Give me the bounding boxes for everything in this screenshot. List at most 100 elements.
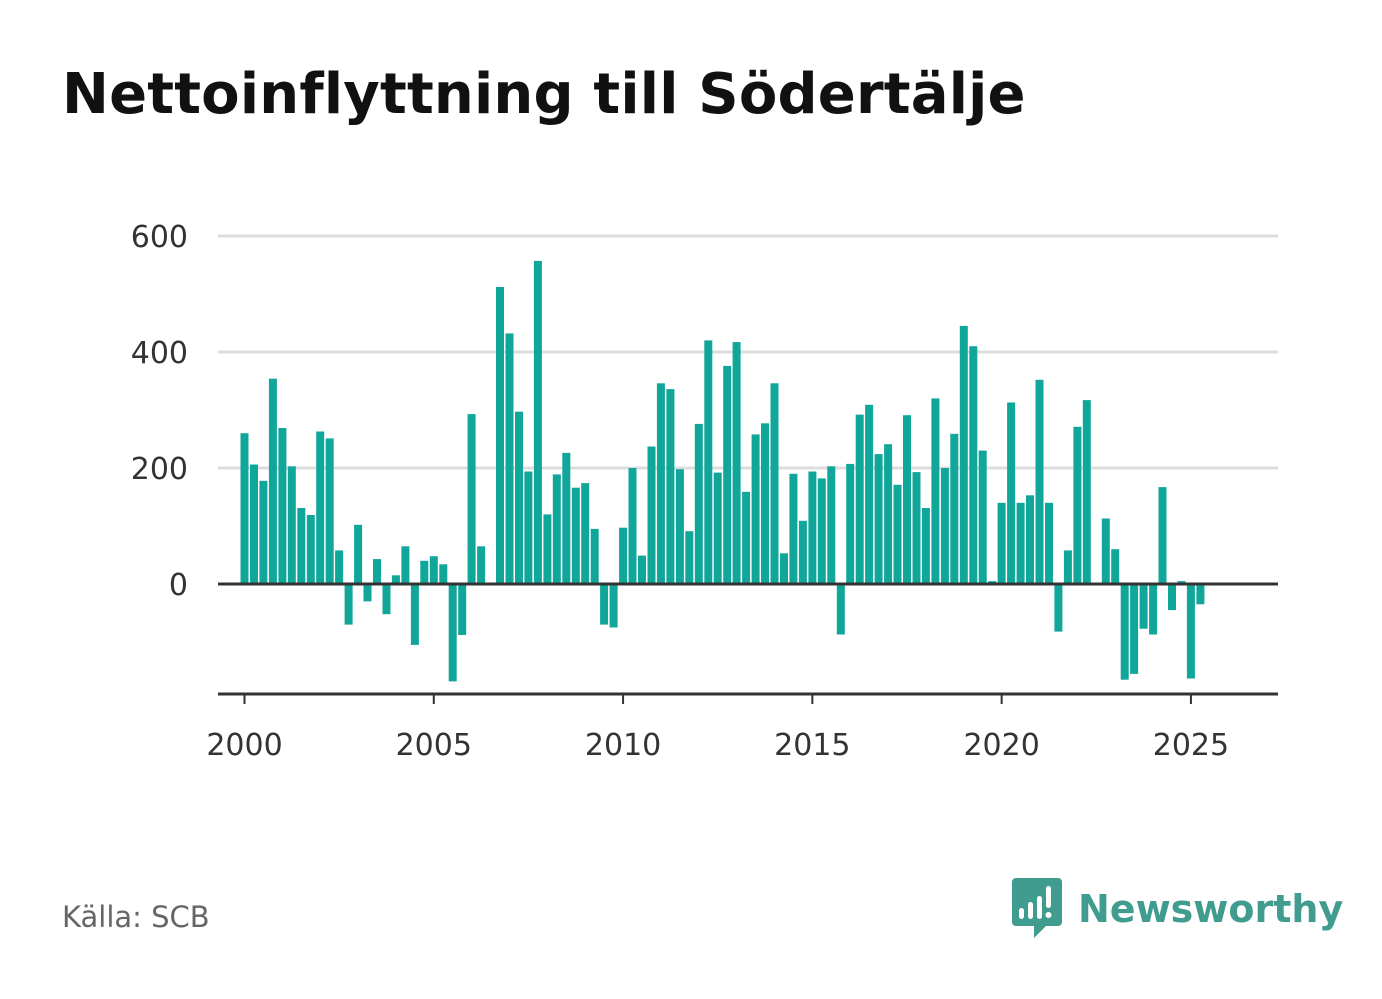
x-tick-label: 2010	[585, 728, 661, 763]
bar	[997, 502, 1006, 584]
bar	[1026, 495, 1034, 584]
bar	[874, 454, 883, 584]
bar	[477, 546, 486, 584]
bar	[1045, 502, 1053, 584]
bar	[638, 555, 646, 584]
bar	[401, 546, 410, 584]
bar	[515, 411, 523, 584]
x-tick-labels: 2000 2005 2010 2015 2020 2025	[206, 728, 1229, 763]
bar	[410, 584, 419, 645]
bar	[1186, 584, 1195, 679]
bar	[656, 383, 665, 584]
gridlines	[218, 234, 1278, 470]
bar	[496, 287, 504, 584]
bar	[420, 560, 429, 584]
bar	[467, 414, 476, 584]
bar	[354, 524, 363, 584]
source-note: Källa: SCB	[62, 900, 210, 934]
y-tick-label: 400	[131, 336, 188, 371]
bar	[250, 464, 258, 584]
bar	[382, 584, 391, 615]
bar	[940, 468, 949, 584]
bar	[1082, 400, 1091, 584]
bar	[1120, 584, 1129, 680]
bar	[893, 484, 902, 584]
bar	[439, 564, 448, 584]
bar	[704, 340, 713, 584]
bar	[675, 469, 684, 584]
bar	[1149, 584, 1158, 635]
bar	[609, 584, 618, 628]
bar	[950, 433, 959, 584]
brand-logo[interactable]: Newsworthy	[1012, 878, 1343, 940]
y-tick-label: 600	[131, 220, 188, 255]
bar	[1016, 502, 1025, 584]
bar	[1063, 550, 1072, 584]
bar	[685, 531, 694, 584]
bar	[458, 584, 467, 635]
bar	[969, 346, 978, 584]
bar	[761, 423, 769, 584]
bar	[1007, 402, 1016, 584]
bar	[780, 553, 788, 584]
bar	[959, 325, 968, 584]
bars	[240, 260, 1205, 682]
x-tick-label: 2005	[396, 728, 472, 763]
bar	[571, 487, 580, 584]
bar	[836, 584, 845, 635]
bar	[363, 584, 372, 602]
bar	[827, 466, 836, 584]
bar	[647, 446, 656, 584]
bar	[448, 584, 457, 682]
bar	[429, 556, 438, 584]
bar	[884, 444, 893, 584]
y-tick-label: 200	[131, 452, 188, 487]
bar	[1139, 584, 1148, 629]
bar	[921, 508, 930, 584]
bar	[1130, 584, 1139, 674]
bar	[713, 472, 722, 584]
bar	[335, 550, 344, 584]
bar	[278, 428, 287, 584]
bar	[268, 378, 277, 584]
bar	[391, 575, 400, 584]
bar	[912, 472, 921, 584]
bar	[581, 483, 590, 584]
bar	[1168, 584, 1176, 611]
brand-name: Newsworthy	[1078, 887, 1344, 931]
bar	[770, 383, 779, 584]
bar	[798, 520, 807, 584]
bar	[543, 514, 552, 584]
x-tick-label: 2025	[1153, 728, 1229, 763]
x-tick-label: 2015	[774, 728, 850, 763]
bar	[306, 515, 315, 584]
bar	[855, 414, 864, 584]
x-tick-label: 2020	[963, 728, 1039, 763]
bar	[1158, 487, 1167, 584]
bar-chart-speech-bubble-icon	[1012, 878, 1062, 938]
axes	[218, 582, 1278, 704]
bar	[562, 452, 571, 584]
bar	[1073, 426, 1082, 584]
bar	[1111, 549, 1120, 584]
bar	[1054, 584, 1063, 632]
bar	[789, 473, 798, 584]
y-tick-label: 0	[169, 568, 188, 603]
bar	[590, 528, 599, 584]
bar	[344, 584, 353, 625]
bar	[865, 404, 874, 584]
bar	[978, 450, 987, 584]
bar	[524, 471, 533, 584]
bar	[846, 463, 855, 584]
bar	[694, 423, 703, 584]
bar	[619, 527, 628, 584]
y-tick-labels: 0 200 400 600	[131, 220, 188, 603]
bar	[297, 508, 306, 584]
bar	[732, 342, 741, 584]
bar	[505, 333, 514, 584]
bar	[666, 389, 675, 584]
bar	[1196, 584, 1205, 605]
bar	[903, 415, 911, 584]
bar	[240, 433, 249, 584]
